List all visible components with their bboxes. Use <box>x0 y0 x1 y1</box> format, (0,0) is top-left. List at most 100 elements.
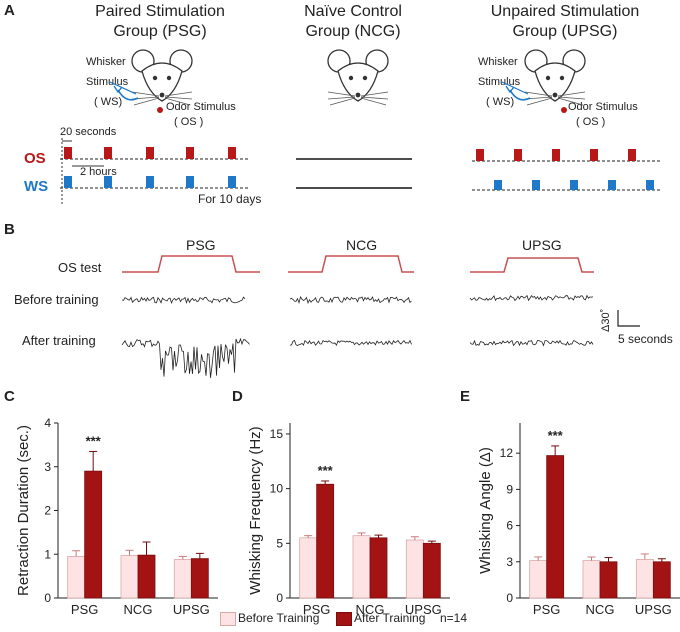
row-label-before: Before training <box>14 292 99 307</box>
bar <box>635 558 654 599</box>
bar <box>369 537 388 599</box>
x-tick-label: PSG <box>71 602 98 617</box>
x-tick-label: NCG <box>586 602 615 617</box>
odor-line2-upsg: ( OS ) <box>576 116 606 128</box>
odor-line1: Odor Stimulus <box>166 101 236 113</box>
bar <box>316 483 335 599</box>
y-tick-label: 6 <box>506 519 513 533</box>
x-tick-label: NCG <box>356 602 385 617</box>
bar <box>546 455 565 599</box>
panel-letter-b: B <box>4 221 15 238</box>
bar <box>299 537 318 599</box>
group-title-psg-line2: Group (PSG) <box>113 23 207 40</box>
mouse-icon <box>327 49 389 106</box>
whisker-trace <box>469 294 594 302</box>
stimulus-arrow-icon <box>117 89 139 101</box>
bar <box>173 559 192 599</box>
trace-group-upsg: UPSG <box>522 237 562 253</box>
group-title-upsg-line1: Unpaired Stimulation <box>490 3 640 20</box>
whisker-trace <box>121 296 246 305</box>
y-tick-label: 0 <box>276 591 283 605</box>
y-tick-label: 3 <box>44 460 51 474</box>
trace-group-ncg: NCG <box>346 237 378 253</box>
bar <box>352 535 371 599</box>
odor-dot-icon <box>157 107 163 113</box>
panel-letter-e: E <box>460 388 471 405</box>
group-title-upsg: Unpaired Stimulation Group (UPSG) <box>460 2 670 42</box>
odor-dot-icon <box>561 107 567 113</box>
y-axis-label: Whisking Angle (Δ) <box>477 447 494 574</box>
panel-letter-a: A <box>4 2 15 19</box>
significance-label: *** <box>86 433 102 448</box>
bar <box>137 554 156 599</box>
whisker-line3-upsg: ( WS) <box>486 96 515 108</box>
bar <box>599 561 618 599</box>
whisker-trace <box>289 296 412 305</box>
legend-label-after: After Training <box>354 611 426 625</box>
panel-a-graphics <box>60 49 662 205</box>
group-title-ncg: Naïve Control Group (NCG) <box>258 2 448 42</box>
row-label-os-test: OS test <box>58 260 102 275</box>
group-title-ncg-line2: Group (NCG) <box>305 23 401 40</box>
odor-line1-upsg: Odor Stimulus <box>568 101 638 113</box>
y-axis-label: Retraction Duration (sec.) <box>15 425 32 596</box>
y-tick-label: 2 <box>44 504 51 518</box>
y-tick-label: 12 <box>500 446 514 460</box>
bar <box>529 560 548 599</box>
stimulus-arrow-icon <box>113 85 123 94</box>
x-tick-label: UPSG <box>635 602 672 617</box>
significance-label: *** <box>548 428 564 443</box>
mouse-icon <box>524 49 586 106</box>
legend-n: n=14 <box>440 611 468 625</box>
gap-label: 2 hours <box>80 166 117 178</box>
stimulus-arrow-icon <box>505 85 515 94</box>
odor-stimulus-label-upsg: Odor Stimulus ( OS ) <box>568 100 638 130</box>
group-title-ncg-line1: Naïve Control <box>304 3 402 20</box>
stimulus-arrow-icon <box>509 89 531 101</box>
y-tick-label: 4 <box>44 416 51 430</box>
y-tick-label: 10 <box>270 482 284 496</box>
panel-letter-c: C <box>4 388 15 405</box>
os-pulses-upsg <box>476 149 636 161</box>
group-title-psg: Paired Stimulation Group (PSG) <box>60 2 260 42</box>
whisker-trace <box>469 339 594 347</box>
legend-swatch-after <box>336 612 352 626</box>
bar <box>422 542 441 599</box>
x-tick-label: UPSG <box>405 602 442 617</box>
panel-b-traces <box>121 255 640 378</box>
y-tick-label: 1 <box>44 547 51 561</box>
duration-label: For 10 days <box>198 192 262 206</box>
whisker-line1: Whisker <box>86 56 126 68</box>
bar <box>582 560 601 599</box>
y-tick-label: 15 <box>270 427 284 441</box>
y-tick-label: 0 <box>44 591 51 605</box>
os-pulses-psg <box>64 147 236 159</box>
odor-line2: ( OS ) <box>174 116 204 128</box>
odor-stimulus-label-psg: Odor Stimulus ( OS ) <box>166 100 236 130</box>
group-title-psg-line1: Paired Stimulation <box>95 3 225 20</box>
mouse-icon <box>131 49 193 106</box>
x-tick-label: NCG <box>124 602 153 617</box>
x-tick-label: PSG <box>303 602 330 617</box>
bar <box>84 470 103 599</box>
row-label-after: After training <box>22 333 96 348</box>
ws-pulses-psg <box>64 176 236 188</box>
bar <box>120 555 139 599</box>
legend-swatch-before <box>220 612 236 626</box>
whisker-trace <box>289 339 412 347</box>
bar <box>405 539 424 599</box>
ws-row-label: WS <box>24 178 49 195</box>
bar <box>190 558 209 599</box>
y-tick-label: 0 <box>506 591 513 605</box>
whisker-line1-upsg: Whisker <box>478 56 518 68</box>
group-title-upsg-line2: Group (UPSG) <box>512 23 618 40</box>
bar <box>67 556 86 599</box>
panel-letter-d: D <box>232 388 243 405</box>
scale-bar <box>617 310 640 327</box>
bar <box>652 561 671 599</box>
interval-label: 20 seconds <box>60 126 117 138</box>
scale-bar-x-label: 5 seconds <box>618 332 673 346</box>
ws-pulses-upsg <box>494 180 654 190</box>
os-row-label: OS <box>24 150 46 167</box>
